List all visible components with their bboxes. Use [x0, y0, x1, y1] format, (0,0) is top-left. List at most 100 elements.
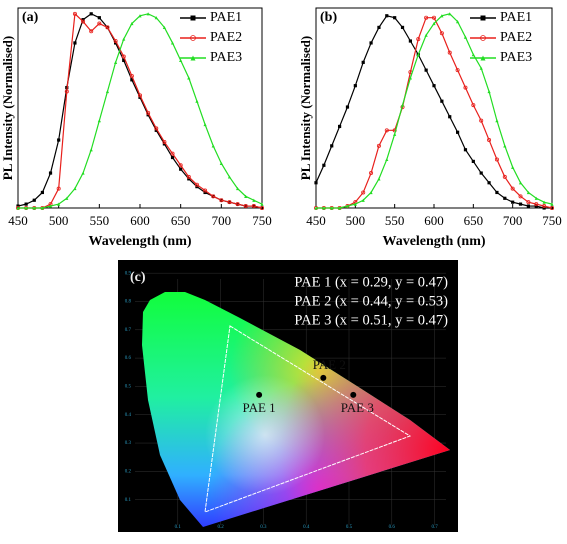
marker	[479, 118, 484, 123]
marker	[260, 202, 264, 206]
marker	[526, 190, 530, 195]
marker	[129, 73, 134, 78]
marker	[511, 200, 515, 204]
marker	[338, 124, 342, 129]
x-tick-label: 650	[171, 213, 191, 228]
marker	[440, 99, 444, 103]
marker	[322, 163, 326, 167]
marker	[73, 186, 77, 191]
marker	[518, 181, 523, 185]
marker	[369, 41, 373, 45]
marker	[503, 144, 507, 148]
y-tick-label: 0.9	[125, 271, 132, 276]
marker	[495, 119, 499, 123]
marker	[471, 103, 476, 108]
marker	[48, 204, 53, 208]
marker	[463, 35, 468, 39]
y-tick-label: 0.8	[125, 300, 132, 305]
marker	[97, 119, 101, 123]
marker	[72, 11, 77, 16]
marker	[170, 155, 175, 160]
marker	[252, 198, 256, 202]
marker	[130, 21, 134, 26]
marker	[479, 66, 483, 70]
x-tick-label: 750	[252, 213, 272, 228]
legend-marker	[480, 55, 486, 61]
marker	[186, 174, 191, 179]
marker	[456, 130, 460, 134]
marker	[259, 205, 264, 210]
x-tick-label: 750	[542, 213, 562, 228]
marker	[448, 12, 452, 16]
marker	[440, 14, 444, 18]
marker	[518, 202, 523, 206]
marker	[526, 204, 530, 208]
marker	[353, 84, 357, 88]
marker	[227, 200, 232, 205]
marker	[219, 198, 224, 203]
marker	[194, 182, 199, 187]
marker	[179, 58, 183, 63]
marker	[40, 190, 44, 195]
point-label: PAE 3	[341, 400, 374, 415]
legend-label: PAE2	[210, 30, 242, 45]
marker	[385, 157, 389, 162]
marker	[244, 194, 248, 198]
x-tick-label: 0.7	[431, 525, 438, 530]
marker	[89, 29, 94, 34]
marker	[376, 143, 381, 148]
y-tick-label: 0.3	[125, 441, 132, 446]
x-tick-label: 600	[424, 213, 444, 228]
marker	[162, 25, 166, 30]
marker	[494, 157, 499, 162]
marker	[114, 60, 118, 64]
marker	[463, 85, 468, 90]
x-tick-label: 0.5	[346, 525, 353, 530]
marker	[113, 39, 118, 44]
marker	[534, 202, 539, 207]
marker	[211, 194, 216, 199]
point-label: PAE 1	[243, 400, 276, 415]
marker	[526, 200, 531, 205]
marker	[130, 78, 134, 82]
marker	[542, 204, 547, 209]
legend-label: PAE3	[210, 50, 242, 65]
marker	[361, 60, 365, 64]
x-tick-label: 550	[90, 213, 110, 228]
marker	[24, 206, 28, 210]
marker	[251, 204, 256, 209]
marker	[424, 33, 428, 37]
marker	[432, 21, 436, 26]
marker	[416, 37, 421, 42]
x-axis-label: Wavelength (nm)	[382, 234, 485, 249]
marker	[385, 14, 389, 18]
marker	[105, 25, 110, 30]
panel-label: (b)	[320, 10, 337, 25]
legend-marker	[190, 55, 196, 61]
marker	[487, 89, 491, 94]
marker	[330, 144, 334, 148]
marker	[416, 53, 420, 57]
marker	[179, 167, 183, 171]
x-tick-label: 700	[503, 213, 523, 228]
marker	[400, 25, 405, 30]
marker	[89, 12, 93, 16]
marker	[195, 99, 199, 103]
line-series	[316, 17, 553, 209]
marker	[178, 163, 183, 168]
marker	[463, 148, 468, 152]
marker	[170, 41, 175, 45]
marker	[121, 54, 126, 59]
point	[350, 391, 357, 398]
marker	[314, 181, 318, 185]
marker	[97, 21, 102, 26]
marker	[338, 206, 342, 210]
markers	[16, 12, 264, 210]
marker	[203, 122, 207, 127]
x-tick-label: 0.6	[389, 525, 396, 530]
annotation: PAE 2 (x = 0.44, y = 0.53)	[294, 293, 448, 309]
marker	[57, 138, 61, 142]
annotation: PAE 3 (x = 0.51, y = 0.47)	[294, 312, 448, 328]
marker	[73, 41, 77, 45]
